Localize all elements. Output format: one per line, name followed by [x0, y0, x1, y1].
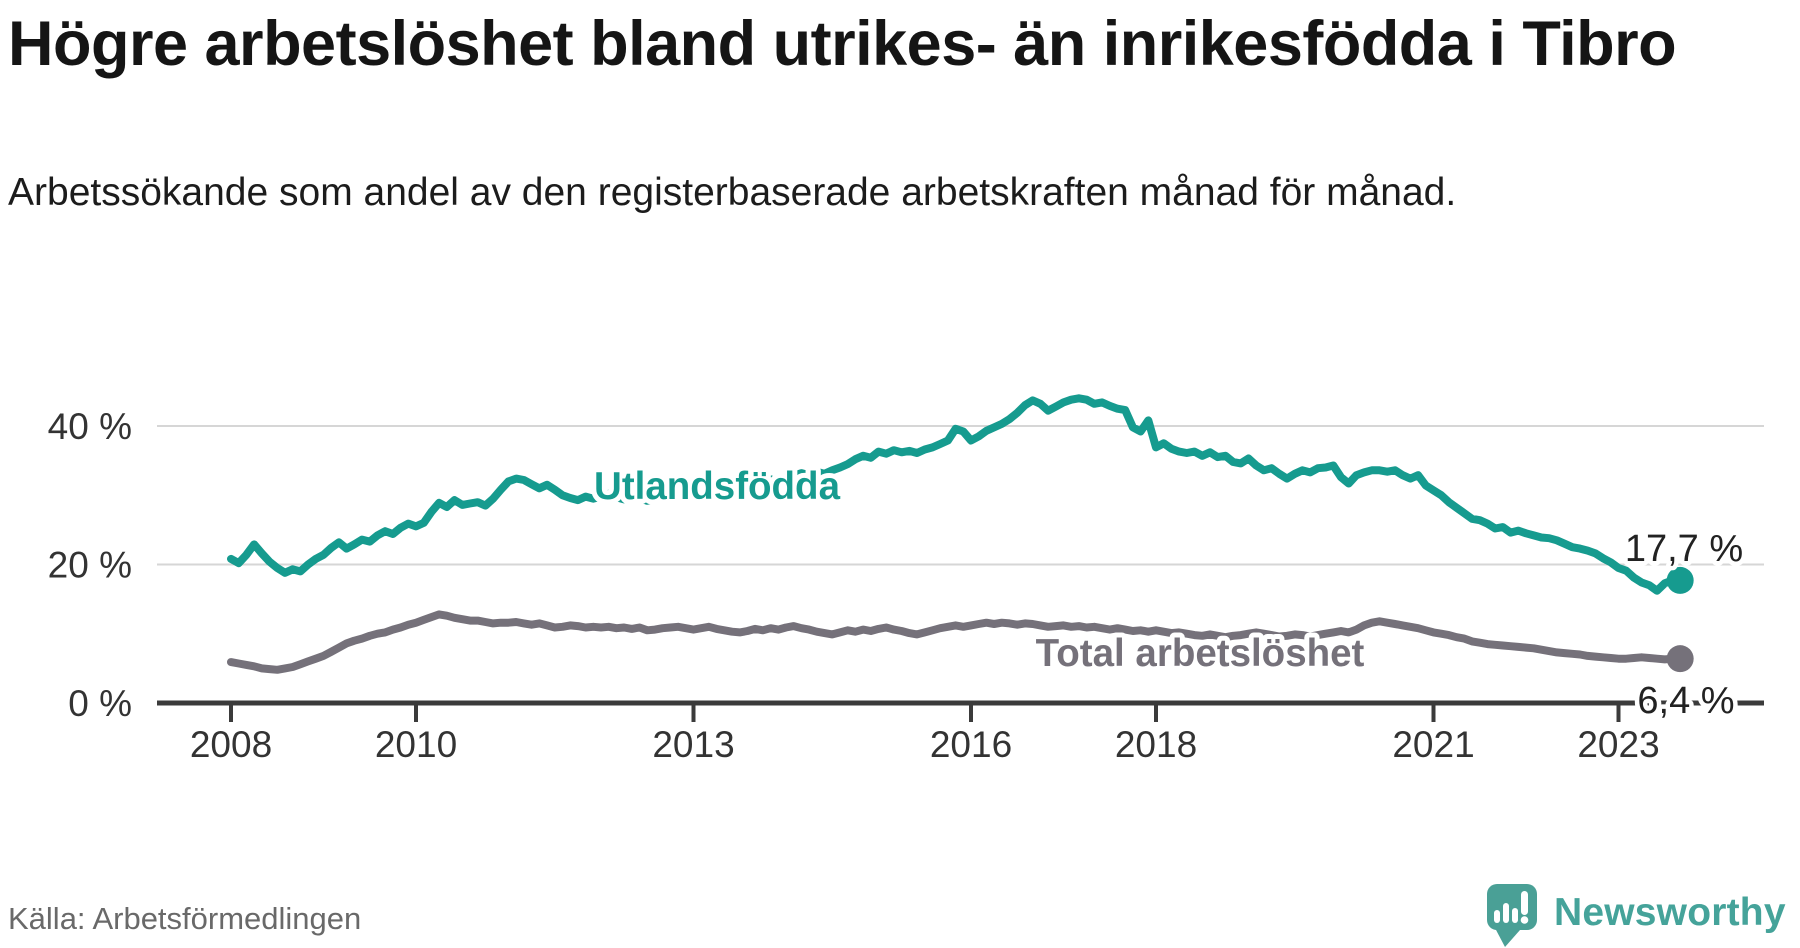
series-line-utlandsfodda	[227, 394, 1685, 595]
series-label-utlandsfodda: Utlandsfödda	[594, 465, 841, 508]
logo-bar-1	[1494, 910, 1500, 923]
x-tick-label-2018: 2018	[1115, 724, 1197, 765]
x-tick-label-2010: 2010	[375, 724, 457, 765]
x-tick-label-2021: 2021	[1392, 724, 1474, 765]
logo-bubble-tail	[1495, 928, 1520, 947]
page-subtitle: Arbetssökande som andel av den registerb…	[8, 171, 1457, 214]
logo-bar-2	[1503, 903, 1509, 923]
x-tick-label-2008: 2008	[190, 724, 272, 765]
x-tick-label-2016: 2016	[930, 724, 1012, 765]
x-tick-label-2013: 2013	[652, 724, 734, 765]
series-end-dot-total	[1666, 645, 1694, 673]
source-note: Källa: Arbetsförmedlingen	[8, 901, 362, 936]
newsworthy-logo: Newsworthy	[1486, 878, 1786, 948]
y-tick-label-40: 40 %	[48, 406, 132, 447]
y-tick-label-20: 20 %	[48, 544, 132, 585]
logo-bar-3	[1512, 908, 1518, 923]
newsworthy-logo-text: Newsworthy	[1554, 891, 1786, 934]
y-tick-label-0: 0 %	[68, 683, 132, 724]
value-label-total: 6,4 %	[1637, 680, 1734, 722]
page-title: Högre arbetslöshet bland utrikes- än inr…	[8, 9, 1677, 79]
logo-bubble	[1487, 884, 1537, 930]
series-line-total	[227, 610, 1685, 674]
newsworthy-logo-icon	[1487, 884, 1537, 947]
logo-exclamation-bar	[1521, 891, 1528, 915]
series-end-dot-utlandsfodda	[1666, 566, 1694, 594]
value-label-utlandsfodda: 17,7 %	[1625, 528, 1743, 570]
logo-exclamation-dot	[1520, 916, 1529, 924]
series-label-total: Total arbetslöshet	[1036, 632, 1365, 675]
x-tick-label-2023: 2023	[1577, 724, 1659, 765]
